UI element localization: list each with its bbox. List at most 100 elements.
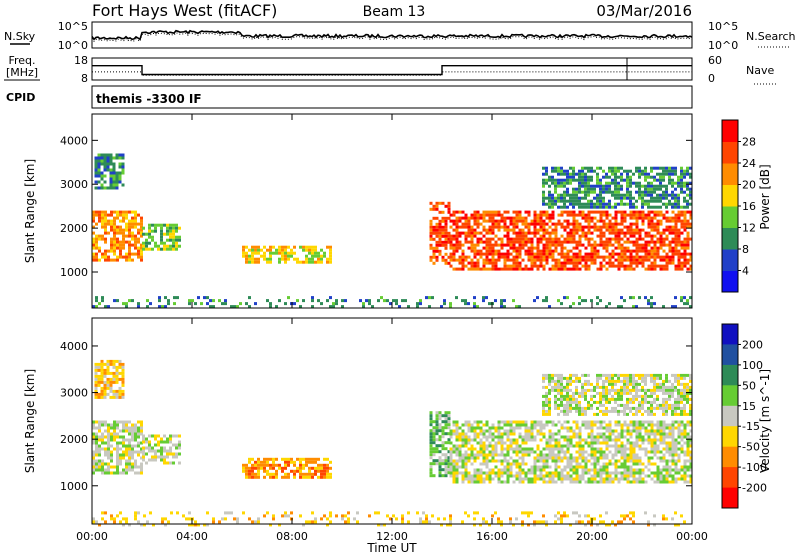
- colorbar-segment: [722, 385, 738, 407]
- echo-region: [542, 166, 692, 209]
- y-tick-label: 2000: [60, 222, 88, 235]
- nsearch-tick-bottom: 10^0: [708, 39, 738, 52]
- echo-region: [92, 420, 143, 475]
- nsky-label: N.Sky: [4, 30, 36, 43]
- colorbar-tick-label: 20: [742, 179, 756, 192]
- freq-panel: Freq. [MHz] 18 8 60 0 Nave: [4, 54, 778, 85]
- power-ylabel: Slant Range [km]: [23, 159, 37, 263]
- colorbar-tick-label: 50: [742, 379, 756, 392]
- y-tick-label: 4000: [60, 134, 88, 147]
- cpid-program: themis -3300 IF: [96, 92, 202, 106]
- power-xticks: [91, 114, 693, 308]
- velocity-panel: 1000 2000 3000 4000 00:00 04:00 08:00 12:00 16:…: [23, 317, 772, 554]
- velocity-ylabel: Slant Range [km]: [23, 369, 37, 473]
- echo-region: [242, 457, 332, 479]
- time-axis-label: Time UT: [366, 541, 417, 554]
- freq-label: Freq.: [8, 54, 35, 67]
- date-title: 03/Mar/2016: [596, 2, 692, 20]
- colorbar-segment: [722, 364, 738, 386]
- colorbar-tick-label: 100: [742, 359, 763, 372]
- echo-region: [142, 223, 181, 251]
- beam-title: Beam 13: [363, 4, 426, 20]
- nave-label: Nave: [746, 64, 774, 77]
- colorbar-segment: [722, 163, 738, 185]
- velocity-yaxis: 1000 2000 3000 4000: [60, 340, 692, 493]
- echo-region: [242, 245, 332, 264]
- echo-region: [92, 210, 143, 262]
- echo-region: [94, 359, 125, 399]
- nsky-panel: N.Sky 10^5 10^0 10^5 10^0 N.Search: [4, 20, 796, 52]
- echo-region: [542, 373, 692, 416]
- echo-region: [449, 210, 693, 271]
- colorbar-tick-label: -15: [742, 420, 760, 433]
- colorbar-tick-label: 8: [742, 243, 749, 256]
- colorbar-segment: [722, 487, 738, 509]
- colorbar-segment: [722, 270, 738, 293]
- velocity-xaxis: 00:00 04:00 08:00 12:00 16:00 20:00 00:00: [76, 318, 708, 543]
- colorbar-segment: [722, 141, 738, 164]
- echo-region: [429, 411, 451, 478]
- y-tick-label: 1000: [60, 266, 88, 279]
- nsearch-trace: [91, 32, 693, 43]
- power-panel: 1000 2000 3000 4000 Slant Range [km] 4 8 12 16…: [23, 113, 772, 309]
- power-colorbar-label: Power [dB]: [758, 164, 772, 229]
- y-tick-label: 2000: [60, 433, 88, 446]
- power-colorbar: 4 8 12 16 20 24 28: [721, 119, 756, 293]
- colorbar-tick-label: 4: [742, 265, 749, 278]
- freq-unit-label: [MHz]: [6, 66, 38, 79]
- velocity-colorbar: 200 100 50 15 -15 -50 -100 -200: [721, 323, 767, 509]
- cpid-label: CPID: [6, 91, 35, 104]
- echo-region: [449, 420, 693, 484]
- colorbar-tick-label: 200: [742, 338, 763, 351]
- colorbar-tick-label: 28: [742, 136, 756, 149]
- colorbar-segment: [722, 426, 738, 448]
- colorbar-tick-label: 15: [742, 400, 756, 413]
- nsearch-tick-top: 10^5: [708, 20, 738, 33]
- velocity-colorbar-label: Velocity [m s^-1]: [758, 369, 772, 473]
- freq-tick-top: 18: [74, 54, 88, 67]
- echo-region: [92, 511, 686, 527]
- echo-region: [92, 296, 692, 309]
- colorbar-tick-label: -200: [742, 482, 767, 495]
- nave-tick-bottom: 0: [708, 72, 715, 85]
- x-tick-label: 12:00: [376, 530, 408, 543]
- colorbar-frame: [721, 323, 739, 509]
- power-yaxis: 1000 2000 3000 4000: [60, 134, 692, 279]
- freq-tick-bottom: 8: [81, 72, 88, 85]
- x-tick-label: 20:00: [576, 530, 608, 543]
- y-tick-label: 4000: [60, 340, 88, 353]
- colorbar-segment: [722, 206, 738, 228]
- colorbar-segment: [722, 249, 738, 271]
- x-tick-label: 08:00: [276, 530, 308, 543]
- y-tick-label: 1000: [60, 480, 88, 493]
- nave-tick-top: 60: [708, 54, 722, 67]
- colorbar-tick-label: 16: [742, 200, 756, 213]
- cpid-panel: CPID themis -3300 IF: [6, 85, 693, 109]
- colorbar-tick-label: -50: [742, 441, 760, 454]
- velocity-echoes: [92, 359, 693, 527]
- power-echoes: [92, 153, 693, 309]
- colorbar-segment: [722, 227, 738, 250]
- nsky-tick-bottom: 10^0: [58, 39, 88, 52]
- colorbar-tick-label: -100: [742, 461, 767, 474]
- echo-region: [142, 434, 181, 465]
- colorbar-tick-label: 12: [742, 222, 756, 235]
- x-tick-label: 00:00: [76, 530, 108, 543]
- y-tick-label: 3000: [60, 178, 88, 191]
- colorbar-segment: [722, 467, 738, 488]
- echo-region: [94, 153, 125, 190]
- colorbar-segment: [722, 344, 738, 366]
- colorbar-segment: [722, 446, 738, 468]
- x-tick-label: 04:00: [176, 530, 208, 543]
- colorbar-segment: [722, 120, 738, 142]
- colorbar-segment: [722, 405, 738, 427]
- colorbar-tick-label: 24: [742, 157, 756, 170]
- y-tick-label: 3000: [60, 387, 88, 400]
- nsearch-label: N.Search: [746, 30, 796, 43]
- x-tick-label: 16:00: [476, 530, 508, 543]
- freq-trace: [92, 65, 692, 76]
- colorbar-segment: [722, 184, 738, 207]
- nave-trace: [92, 71, 692, 76]
- colorbar-segment: [722, 324, 738, 345]
